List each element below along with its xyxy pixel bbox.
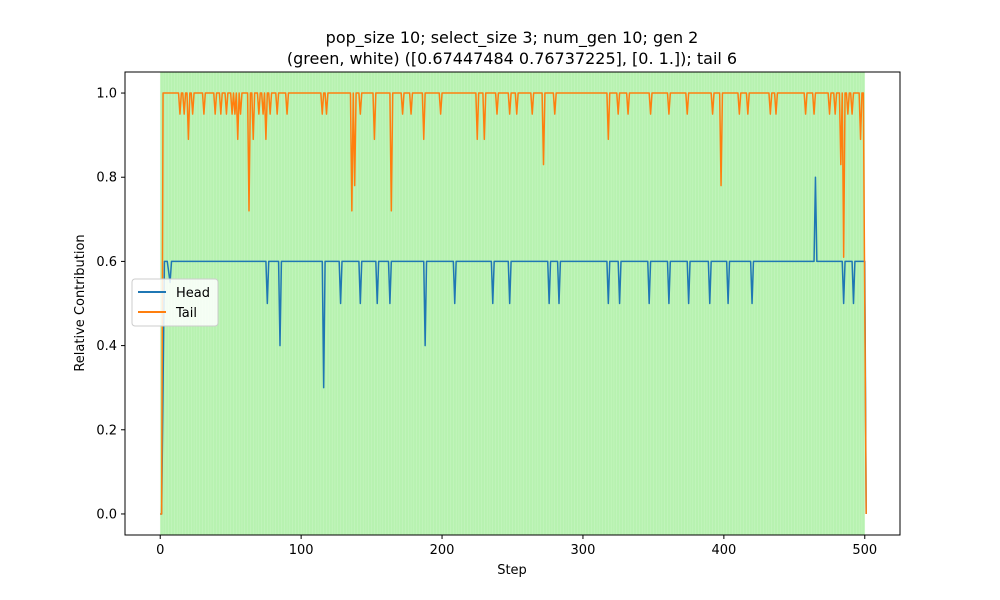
legend: Head Tail xyxy=(131,278,219,327)
legend-label-head: Head xyxy=(176,286,210,301)
x-axis-ticks: 0 100 200 300 400 500 xyxy=(156,535,877,558)
x-tick-label: 300 xyxy=(571,543,596,558)
green-background-band xyxy=(159,72,866,535)
y-tick-label: 0.8 xyxy=(96,171,117,186)
x-tick-label: 100 xyxy=(289,543,314,558)
y-tick-label: 0.2 xyxy=(96,423,117,438)
plot-frame xyxy=(124,71,901,536)
y-tick-label: 0.4 xyxy=(96,339,117,354)
y-tick-label: 0.0 xyxy=(96,507,117,522)
chart-title-line2: (green, white) ([0.67447484 0.76737225],… xyxy=(287,49,737,68)
x-tick-label: 200 xyxy=(430,543,455,558)
chart-title-line1: pop_size 10; select_size 3; num_gen 10; … xyxy=(326,28,699,48)
series-line-head xyxy=(160,176,867,515)
series-lines xyxy=(160,92,867,515)
legend-label-tail: Tail xyxy=(175,306,197,321)
y-tick-label: 1.0 xyxy=(96,87,117,102)
x-tick-label: 500 xyxy=(852,543,877,558)
x-axis-label: Step xyxy=(497,563,527,578)
x-tick-label: 0 xyxy=(156,543,164,558)
x-tick-label: 400 xyxy=(711,543,736,558)
series-line-tail xyxy=(160,92,867,515)
y-tick-label: 0.6 xyxy=(96,255,117,270)
y-axis-ticks: 0.0 0.2 0.4 0.6 0.8 1.0 xyxy=(96,87,125,522)
y-axis-label: Relative Contribution xyxy=(73,234,88,371)
legend-box xyxy=(131,278,219,327)
